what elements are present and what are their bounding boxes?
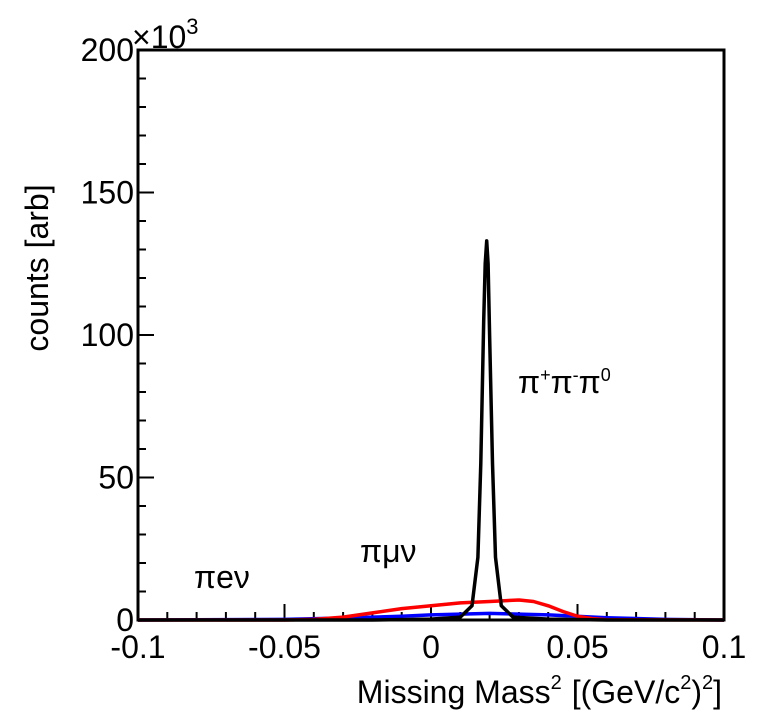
x-axis-label-sup: 2 [551, 672, 562, 694]
x-axis-unit-mid: ) [691, 674, 702, 710]
ticks [137, 49, 725, 621]
x-axis-unit-sup2: 2 [702, 672, 713, 694]
y-tick-label: 100 [81, 317, 134, 353]
x-axis-unit-post: ] [713, 674, 722, 710]
tick-labels: -0.1 -0.05 0 0.05 0.1 0 50 100 150 200 [81, 32, 747, 665]
y-multiplier-base: ×10 [132, 19, 186, 55]
x-axis-unit-sup1: 2 [680, 672, 691, 694]
annotation-pi-e-nu: πeν [194, 559, 250, 595]
y-multiplier: ×103 [132, 14, 199, 55]
ann1-sup3: 0 [601, 365, 611, 385]
x-axis-label: Missing Mass2 [(GeV/c2)2] [357, 672, 722, 710]
x-tick-label: 0 [422, 629, 440, 665]
x-axis-label-main: Missing Mass [357, 674, 551, 710]
annotation-pi-mu-nu: πμν [360, 533, 417, 569]
y-tick-label: 50 [98, 460, 134, 496]
x-tick-label: 0.1 [702, 629, 746, 665]
series-line-1 [138, 598, 725, 622]
curves [137, 239, 725, 622]
x-tick-label: -0.1 [110, 629, 165, 665]
ann1-sup1: + [540, 365, 551, 385]
ann1-mid2: π [579, 364, 601, 400]
x-axis-unit-pre: [(GeV/c [572, 674, 680, 710]
y-tick-label: 150 [81, 175, 134, 211]
plot-frame [136, 48, 726, 622]
y-multiplier-exp: 3 [186, 14, 198, 39]
x-tick-label: -0.05 [248, 629, 321, 665]
x-tick-label: 0.05 [546, 629, 608, 665]
annotation-pi-pi-pi0: π+π-π0 [518, 364, 611, 400]
ann1-sup2: - [573, 365, 579, 385]
y-tick-label: 200 [81, 32, 134, 68]
ann1-base: π [518, 364, 540, 400]
y-axis-label: counts [arb] [19, 184, 55, 351]
y-tick-label: 0 [116, 602, 134, 638]
ann1-mid1: π [551, 364, 573, 400]
series-line-0 [138, 239, 724, 622]
